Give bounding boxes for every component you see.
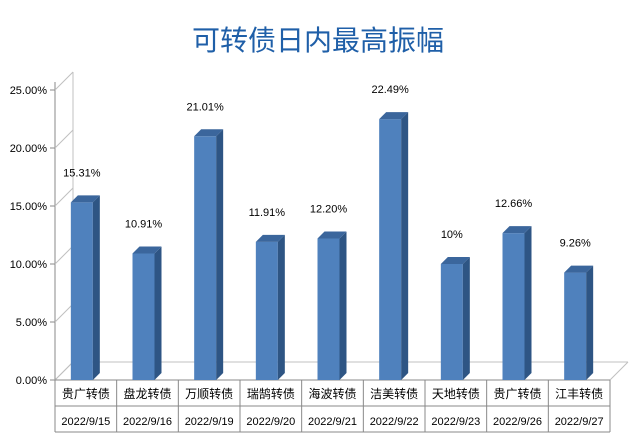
data-label: 10.91%	[125, 218, 163, 230]
floor-right-edge	[609, 361, 629, 381]
y-tick-depth-line	[54, 361, 74, 381]
y-tick-label: 5.00%	[16, 317, 47, 329]
y-tick-depth-line	[54, 245, 74, 265]
bar-front	[440, 264, 463, 380]
y-tick-label: 15.00%	[10, 201, 48, 213]
category-label: 贵广转债	[62, 386, 110, 401]
y-tick-depth-line	[54, 303, 74, 323]
date-label: 2022/9/22	[370, 416, 419, 428]
category-label: 瑞鹄转债	[247, 386, 295, 401]
bar-top	[70, 195, 100, 203]
bar-front	[132, 253, 155, 380]
data-label: 11.91%	[249, 207, 286, 219]
bar-side	[339, 231, 347, 380]
bar-top	[317, 231, 347, 239]
bar-side	[277, 234, 285, 380]
category-label: 天地转债	[432, 386, 480, 401]
bar-side	[462, 257, 470, 380]
data-label: 9.26%	[560, 238, 591, 250]
category-label: 江丰转债	[555, 386, 603, 401]
data-label: 12.20%	[310, 203, 348, 215]
bar-side	[154, 246, 162, 380]
y-tick-label: 25.00%	[10, 85, 48, 97]
y-tick-label: 10.00%	[10, 259, 48, 271]
category-label: 洁美转债	[370, 386, 418, 401]
y-tick-depth-line	[54, 71, 74, 91]
data-label: 22.49%	[372, 84, 410, 96]
y-tick-label: 20.00%	[10, 143, 48, 155]
bar-top	[379, 112, 409, 120]
chart-bars	[70, 112, 594, 380]
bar-front	[70, 202, 93, 380]
bar-front	[317, 238, 340, 380]
date-label: 2022/9/26	[493, 416, 542, 428]
chart-title: 可转债日内最高振幅	[192, 24, 444, 57]
bar-side	[216, 129, 224, 380]
chart-labels: 15.31% 贵广转债 2022/9/15 10.91% 盘龙转债 2022/9/16 21…	[61, 84, 603, 428]
date-label: 2022/9/19	[185, 416, 234, 428]
category-label: 盘龙转债	[123, 386, 171, 401]
bar-top	[194, 129, 224, 137]
category-label: 贵广转债	[493, 386, 541, 401]
y-tick-depth-line	[54, 187, 74, 207]
data-label: 21.01%	[187, 101, 225, 113]
bar-front	[255, 241, 278, 380]
bar-side	[586, 265, 594, 380]
y-tick-label: 0.00%	[16, 375, 47, 387]
bar-front	[502, 233, 525, 380]
category-label: 海波转债	[308, 386, 356, 401]
bar-top	[132, 246, 162, 254]
bar-front	[564, 272, 587, 380]
bar-top	[502, 226, 532, 234]
data-label: 15.31%	[63, 167, 101, 179]
bar-front	[194, 136, 217, 380]
date-label: 2022/9/20	[246, 416, 295, 428]
bar-top	[255, 234, 285, 242]
bar-front	[379, 119, 402, 380]
date-label: 2022/9/23	[431, 416, 480, 428]
date-label: 2022/9/27	[555, 416, 604, 428]
bar-top	[564, 265, 594, 273]
y-tick-depth-line	[54, 129, 74, 149]
category-label: 万顺转债	[185, 386, 233, 401]
bar-side	[92, 195, 100, 380]
date-label: 2022/9/15	[61, 416, 110, 428]
back-wall-left-edge	[54, 72, 74, 381]
bar-side	[524, 226, 532, 380]
bar-side	[401, 112, 409, 380]
data-label: 10%	[441, 229, 463, 241]
date-label: 2022/9/16	[123, 416, 172, 428]
bar-top	[440, 257, 470, 264]
data-label: 12.66%	[495, 198, 533, 210]
date-label: 2022/9/21	[308, 416, 357, 428]
